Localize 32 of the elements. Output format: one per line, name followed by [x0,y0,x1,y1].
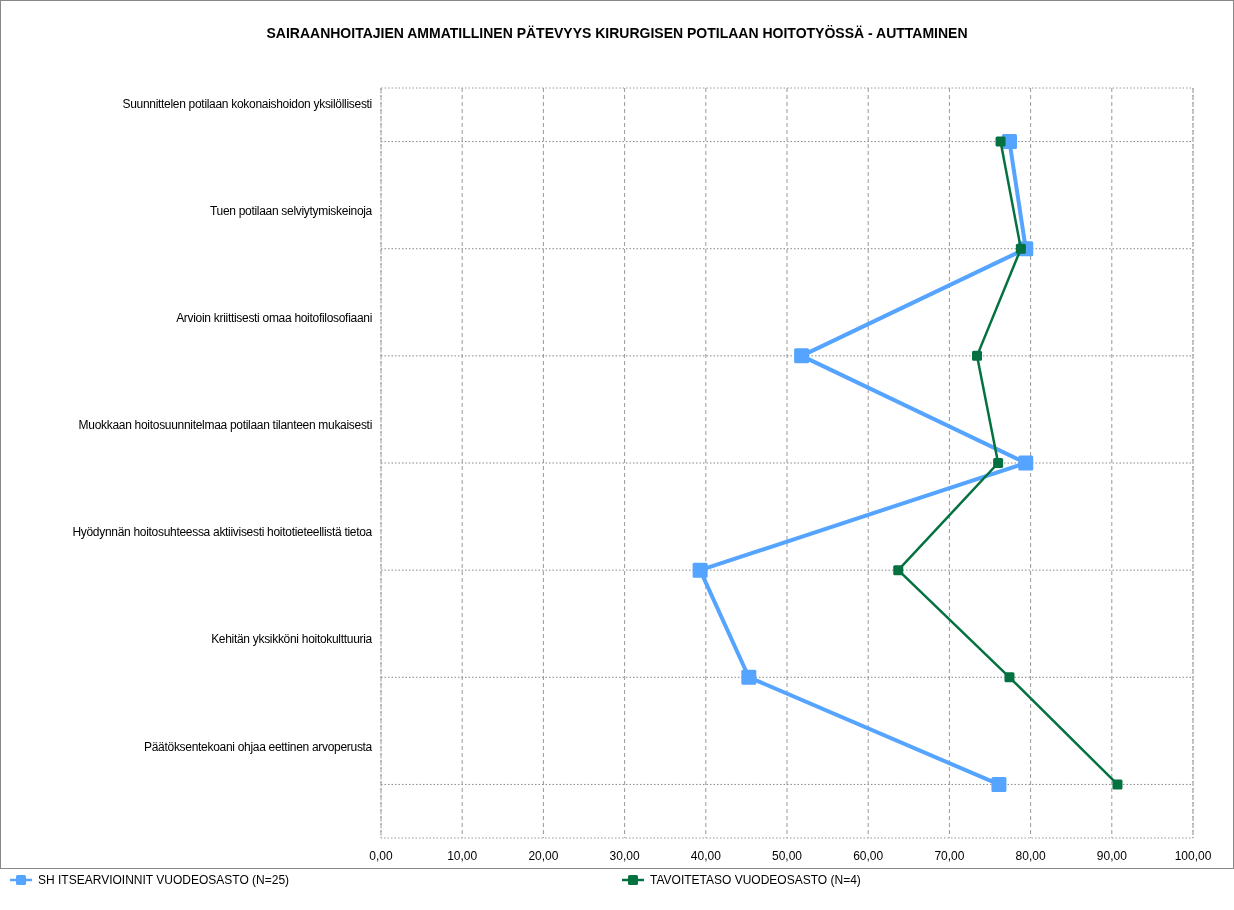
point [1112,779,1123,790]
legend-label: TAVOITETASO VUODEOSASTO (N=4) [650,873,861,887]
x-tick-label: 70,00 [934,849,965,863]
y-tick-label: Kehitän yksikköni hoitokulttuuria [211,632,373,647]
x-tick-label: 40,00 [690,849,722,863]
point [993,458,1004,468]
point [1004,672,1015,683]
point [972,350,983,361]
x-tick-label: 60,00 [853,849,884,863]
x-tick-label: 20,00 [528,849,559,863]
y-tick-label: Arvioin kriittisesti omaa hoitofilosofiaani [176,311,372,326]
y-tick-label: Päätöksentekoani ohjaa eettinen arvoperusta [144,739,373,754]
x-tick-label: 50,00 [771,849,803,863]
legend-label: SH ITSEARVIOINNIT VUODEOSASTO (N=25) [38,873,290,887]
y-tick-label: Tuen potilaan selviytymiskeinoja [209,203,373,218]
x-tick-label: 80,00 [1015,849,1046,863]
point [991,776,1007,792]
x-tick-label: 100,00 [1174,849,1212,863]
point [692,562,708,578]
point [893,565,904,576]
y-tick-label: Muokkaan hoitosuunnitelmaa potilaan tilanteen mukaisesti [78,418,372,433]
x-tick-label: 0,00 [369,849,393,863]
x-tick-label: 10,00 [447,849,478,863]
point [794,348,810,364]
x-tick-label: 90,00 [1096,849,1128,863]
y-tick-label: Suunnittelen potilaan kokonaishoidon yksilöllisesti [122,96,372,111]
x-tick-label: 30,00 [609,849,640,863]
point [1018,455,1034,471]
point [995,136,1006,147]
y-tick-label: Hyödynnän hoitosuhteessa aktiivisesti hoitotieteellistä tietoa [72,525,373,540]
point [741,669,757,685]
chart-title: SAIRAANHOITAJIEN AMMATILLINEN PÄTEVYYS KIRURGISEN POTILAAN HOITOTYÖSSÄ - AUTTAMINEN [266,25,968,41]
